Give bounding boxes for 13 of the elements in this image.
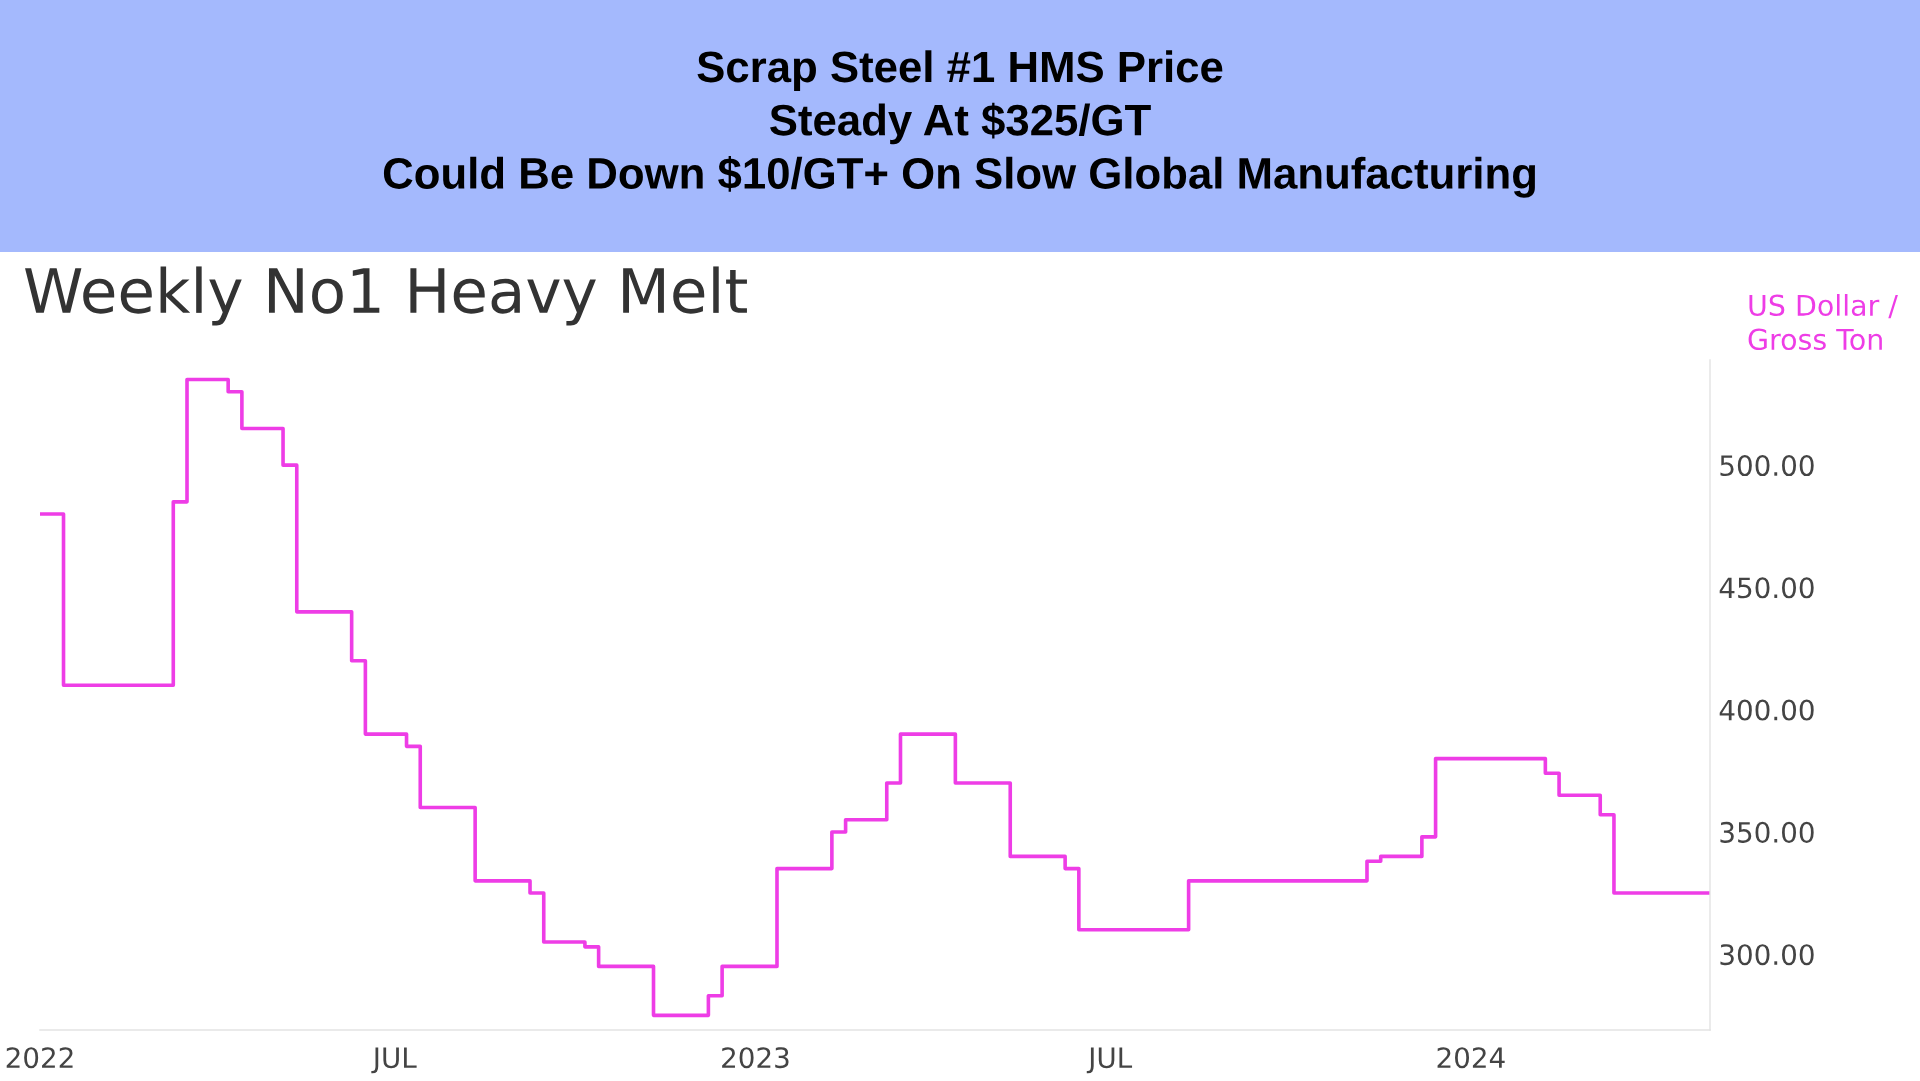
y-axis-title: US Dollar / Gross Ton [1748, 294, 1898, 351]
chart-subtitle: Weekly No1 Heavy Melt [25, 266, 747, 326]
x-tick-label: 2023 [722, 1047, 789, 1069]
y-tick-label: 400.00 [1719, 699, 1814, 721]
x-tick-label: JUL [1086, 1047, 1133, 1074]
x-tick-label: 2024 [1437, 1047, 1505, 1069]
y-tick-label: 350.00 [1720, 821, 1814, 843]
x-tick-label: JUL [371, 1047, 417, 1074]
x-tick-label: 2022 [6, 1047, 73, 1069]
y-tick-label: 500.00 [1720, 455, 1814, 477]
chart-title: Scrap Steel #1 HMS Price Steady At $325/GT Could Be Down $10/GT+ On Slow Global Manufacturing [383, 50, 1536, 198]
y-tick-label: 450.00 [1719, 577, 1814, 599]
y-tick-label: 300.00 [1720, 944, 1814, 966]
